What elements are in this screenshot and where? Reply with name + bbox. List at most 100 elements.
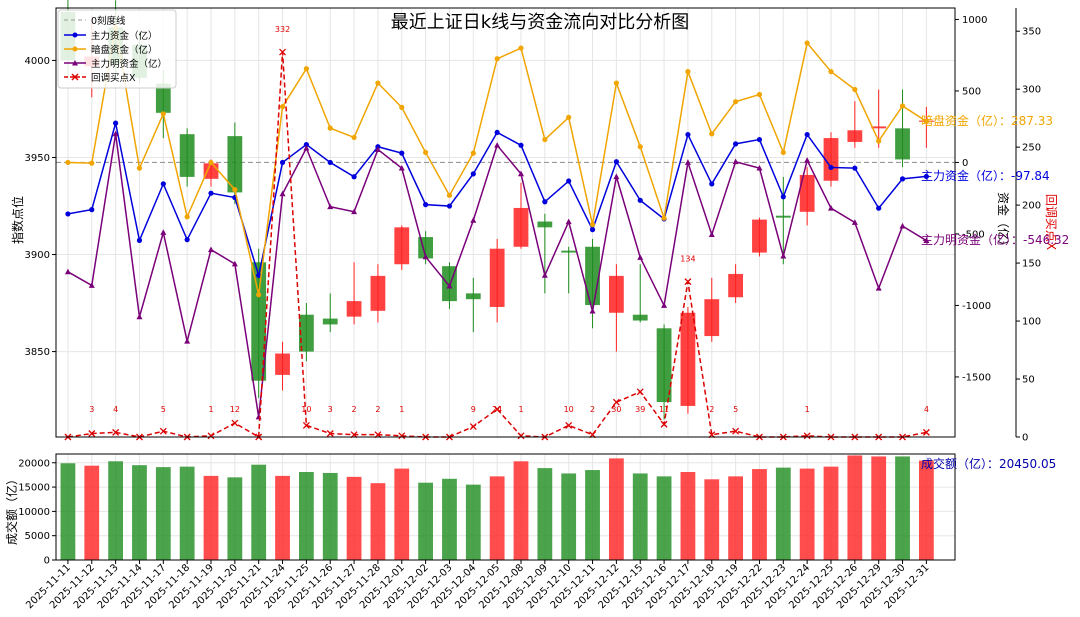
series-point-0	[423, 202, 429, 208]
series-point-0	[637, 197, 643, 203]
series-point-0	[470, 171, 476, 177]
y-right2-tick-label: 200	[1022, 201, 1041, 212]
series-point-3	[612, 398, 620, 406]
series-point-2	[804, 157, 811, 163]
turnover-bar	[322, 472, 338, 560]
series-point-0	[685, 131, 691, 138]
series-point-2	[422, 253, 429, 260]
series-point-1	[661, 215, 667, 221]
series-point-3	[732, 427, 740, 435]
buy-point-label: 2	[590, 405, 595, 414]
turnover-bar	[823, 466, 839, 560]
bottom-y-tick-label: 15000	[18, 483, 50, 494]
candle-body	[465, 293, 481, 300]
y-right-tick-label: 500	[962, 86, 981, 97]
series-point-1	[709, 131, 715, 137]
candle-body	[346, 301, 362, 317]
series-point-0	[756, 136, 763, 143]
series-point-1	[852, 86, 858, 93]
series-point-0	[256, 272, 262, 279]
legend-main-label: 主力资金（亿）	[91, 30, 158, 42]
turnover-bar	[465, 484, 481, 560]
turnover-bar	[418, 482, 434, 560]
buy-point-label: 5	[161, 405, 166, 414]
series-point-2	[231, 260, 238, 267]
candle-body	[752, 219, 767, 253]
legend-dark-label: 暗盘资金（亿）	[91, 44, 158, 56]
series-point-0	[518, 142, 524, 148]
series-point-2	[136, 313, 143, 320]
series-point-0	[923, 173, 929, 180]
turnover-bar	[370, 483, 386, 560]
series-point-3	[803, 432, 811, 440]
chart-title: 最近上证日k线与资金流向对比分析图	[391, 12, 689, 33]
candle-body	[799, 174, 815, 212]
buy-point-label: 4	[113, 405, 118, 414]
y-left-tick-label: 3950	[25, 153, 50, 164]
legend: 0刻度线 主力资金（亿） 暗盘资金（亿） 主力明资金（亿） 回调买点X	[57, 9, 177, 89]
buy-point-label: 30	[611, 405, 621, 414]
candle-body	[394, 227, 410, 265]
series-point-1	[733, 99, 739, 105]
buy-point-label: 24	[492, 405, 502, 414]
series-point-2	[494, 142, 501, 148]
grid-lines	[56, 8, 955, 561]
series-point-0	[279, 159, 286, 166]
turnover-bar	[298, 471, 314, 560]
legend-main-marker	[72, 32, 78, 38]
bottom-y-tick-label: 20000	[18, 458, 50, 469]
series-point-1	[208, 159, 214, 166]
series-point-0	[399, 150, 405, 156]
candle-body	[656, 328, 672, 403]
series-point-1	[780, 149, 786, 156]
series-point-1	[470, 150, 476, 156]
series-point-2	[374, 146, 381, 152]
candle-body	[895, 128, 910, 160]
series-point-1	[65, 159, 71, 166]
candle-body	[513, 207, 529, 247]
turnover-bar	[656, 476, 672, 560]
turnover-bar	[275, 475, 290, 560]
buy-point-label: 5	[733, 405, 738, 414]
annotation-dark-fund: 暗盘资金（亿）：287.33	[921, 113, 1053, 128]
series-point-1	[804, 40, 810, 46]
turnover-bar	[179, 466, 195, 560]
candle-body	[298, 314, 314, 352]
series-point-2	[828, 205, 834, 211]
turnover-bar	[704, 479, 720, 560]
series-point-0	[828, 164, 834, 171]
series-point-2	[398, 164, 405, 171]
series-point-1	[589, 222, 596, 228]
turnover-bar	[847, 455, 863, 560]
series-point-1	[89, 160, 95, 166]
buy-point-label: 12	[230, 405, 240, 414]
buy-point-label: 11	[659, 405, 669, 414]
turnover-bar	[799, 468, 815, 560]
turnover-bar	[632, 473, 648, 560]
series-point-3	[660, 420, 668, 428]
series-point-2	[279, 190, 286, 197]
series-point-0	[804, 131, 810, 138]
annotation-turnover: 成交额（亿）：20450.05	[921, 456, 1056, 471]
candle-body	[203, 163, 219, 179]
series-point-3	[922, 428, 930, 436]
series-point-2	[208, 246, 214, 253]
candle-body	[155, 83, 171, 113]
series-point-0	[542, 199, 548, 205]
series-point-0	[494, 129, 500, 136]
buy-point-label: 1	[805, 405, 810, 414]
series-point-2	[541, 272, 548, 278]
series-point-1	[685, 69, 691, 75]
series-point-2	[303, 144, 310, 151]
y-right-tick-label: -1000	[962, 301, 991, 312]
series-point-1	[184, 214, 190, 220]
legend-explicit-marker	[72, 60, 78, 66]
main-panel-frame	[55, 7, 956, 438]
turnover-bar	[728, 476, 744, 560]
y-right2-label: 回调买点X	[1044, 194, 1058, 250]
legend-box	[57, 9, 177, 89]
y-left-tick-label: 4000	[25, 56, 50, 67]
series-point-2	[565, 218, 572, 225]
series-point-2	[184, 337, 191, 344]
candle-body	[704, 299, 720, 337]
